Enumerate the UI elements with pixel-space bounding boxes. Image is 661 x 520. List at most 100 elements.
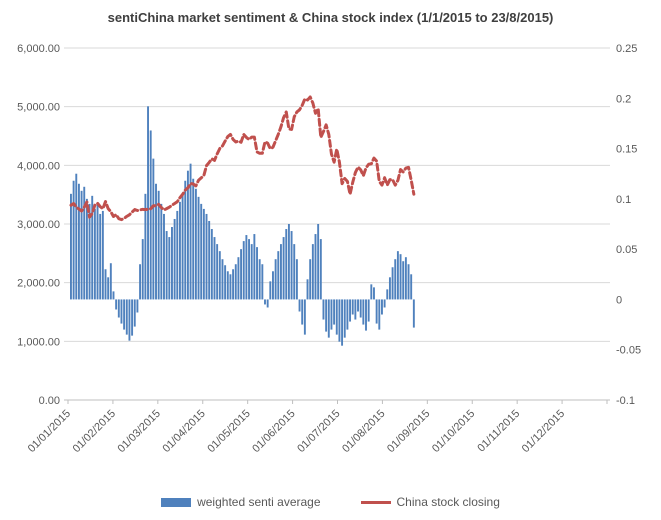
left-axis-tick-label: 2,000.00	[17, 278, 60, 290]
line-series-swatch	[360, 500, 391, 504]
sentiment-bar	[362, 299, 365, 325]
sentiment-bar	[391, 267, 394, 300]
sentiment-bar	[258, 259, 261, 300]
sentiment-bar	[301, 299, 304, 325]
sentiment-bar	[248, 239, 250, 300]
sentiment-bar	[216, 244, 219, 300]
sentiment-bar	[197, 196, 200, 300]
sentiment-bar	[200, 203, 203, 300]
sentiment-bar	[309, 259, 312, 300]
sentiment-bar	[290, 231, 293, 300]
sentiment-bar	[386, 289, 389, 300]
sentiment-bar	[349, 299, 352, 322]
x-axis-tick-label: 01/04/2015	[160, 408, 207, 455]
sentiment-bar	[399, 254, 402, 300]
sentiment-bar	[208, 220, 211, 300]
sentiment-bar	[157, 190, 160, 300]
sentiment-bar	[75, 173, 78, 300]
sentiment-bar	[346, 299, 349, 330]
sentiment-bar	[101, 210, 104, 300]
sentiment-bar	[311, 244, 314, 300]
right-axis-tick-label: 0	[616, 294, 622, 306]
sentiment-bar	[327, 299, 330, 338]
sentiment-bar	[250, 244, 253, 300]
sentiment-bar	[394, 259, 397, 300]
sentiment-bar	[128, 299, 131, 341]
sentiment-bar	[133, 299, 136, 327]
sentiment-bar	[237, 257, 240, 300]
sentiment-bar	[123, 299, 126, 330]
sentiment-bar	[412, 299, 415, 328]
sentiment-bar	[173, 218, 176, 300]
left-axis-tick-label: 1,000.00	[17, 336, 60, 348]
x-axis-tick-label: 01/12/2015	[520, 408, 567, 455]
sentiment-bar	[178, 201, 181, 300]
sentiment-bar	[242, 241, 245, 300]
sentiment-bar	[160, 203, 163, 300]
sentiment-bar	[279, 244, 282, 300]
sentiment-bar	[343, 299, 346, 338]
sentiment-bar	[381, 299, 383, 315]
sentiment-bar	[163, 213, 165, 300]
sentiment-bar	[383, 299, 386, 308]
sentiment-bar	[306, 279, 309, 300]
sentiment-bar	[314, 234, 317, 300]
sentiment-bar	[357, 299, 359, 312]
sentiment-bar	[274, 259, 277, 300]
sentiment-bar	[388, 277, 391, 300]
sentiment-bar	[147, 106, 149, 300]
x-axis-tick-label: 01/09/2015	[385, 408, 432, 455]
sentiment-bar	[277, 251, 280, 300]
sentiment-bar	[149, 130, 152, 300]
sentiment-bar	[192, 178, 195, 300]
left-axis-tick-label: 5,000.00	[17, 102, 60, 114]
sentiment-bar	[96, 203, 99, 300]
sentiment-bar	[335, 299, 338, 335]
bar-series-swatch	[161, 497, 192, 507]
sentiment-bar	[354, 299, 357, 320]
sentiment-bar	[136, 299, 139, 313]
sentiment-bar	[303, 299, 306, 335]
sentiment-bar	[264, 299, 266, 305]
sentiment-bar	[407, 264, 410, 300]
sentiment-bar	[213, 237, 216, 300]
sentiment-bar	[410, 274, 413, 300]
sentiment-bar	[333, 299, 336, 325]
left-axis-tick-label: 0.00	[39, 395, 60, 407]
sentiment-bar	[253, 234, 256, 300]
chart-title: sentiChina market sentiment & China stoc…	[107, 10, 554, 25]
right-axis-tick-label: 0.1	[616, 194, 631, 206]
sentiment-bar	[141, 239, 144, 300]
right-axis-tick-label: -0.05	[616, 345, 641, 357]
sentiment-bar	[176, 210, 179, 300]
right-axis-tick-label: -0.1	[616, 395, 635, 407]
sentiment-bar	[272, 271, 274, 300]
right-axis-tick-label: 0.15	[616, 144, 637, 156]
legend-label-sentiment: weighted senti average	[197, 495, 321, 509]
sentiment-bar	[117, 299, 120, 318]
sentiment-bar	[293, 244, 296, 300]
sentiment-bar	[99, 213, 102, 300]
sentiment-bar	[112, 291, 115, 300]
sentiment-bar	[210, 229, 213, 300]
sentiment-bar	[240, 249, 243, 300]
sentiment-bar	[404, 257, 407, 300]
sentiment-bar	[152, 158, 155, 300]
sentiment-bar	[224, 265, 227, 300]
sentiment-bar	[373, 287, 375, 300]
sentiment-bar	[317, 224, 320, 300]
sentiment-bar	[282, 237, 285, 300]
sentiment-bar	[109, 263, 112, 300]
sentiment-bar	[287, 224, 290, 300]
sentiment-bar	[181, 193, 184, 300]
x-axis-tick-label: 01/11/2015	[475, 408, 522, 455]
right-axis-tick-label: 0.05	[616, 244, 637, 256]
sentiment-bar	[325, 299, 328, 332]
sentiment-bar	[322, 299, 325, 320]
sentiment-bar	[91, 195, 94, 300]
sentiment-bar	[245, 235, 248, 300]
sentiment-bar	[365, 299, 367, 331]
sentiment-bar	[341, 299, 344, 346]
sentiment-bar	[396, 251, 399, 300]
